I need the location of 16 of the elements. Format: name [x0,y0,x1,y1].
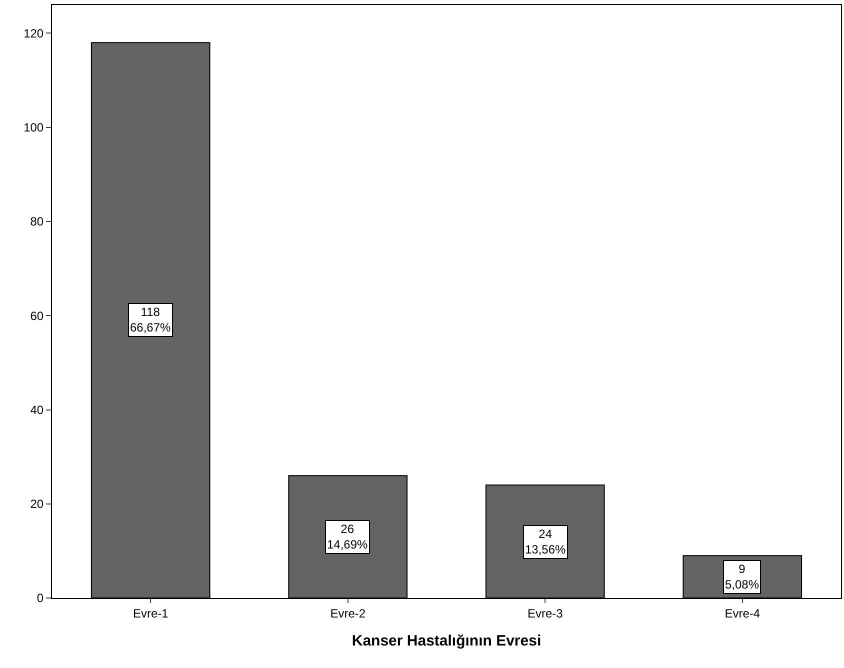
x-tick-label: Evre-3 [527,606,564,620]
y-tick-label: 60 [30,308,44,323]
data-label: 24 13,56% [525,527,566,557]
y-tick-label: 20 [30,497,44,512]
x-axis-title: Kanser Hastalığının Evresi [352,632,542,650]
y-tick-label: 80 [30,214,44,229]
y-tick-label: 120 [24,26,44,40]
x-tick-label: Evre-1 [132,606,169,620]
data-label: 26 14,69% [327,522,368,552]
y-tick-label: 100 [24,120,44,135]
data-label: 118 66,67% [130,305,172,335]
x-tick-label: Evre-2 [330,606,366,620]
y-tick-label: 40 [30,402,44,417]
data-label: 9 5,08% [725,562,760,592]
x-tick-label: Evre-4 [724,606,760,620]
y-tick-label: 0 [36,591,44,606]
